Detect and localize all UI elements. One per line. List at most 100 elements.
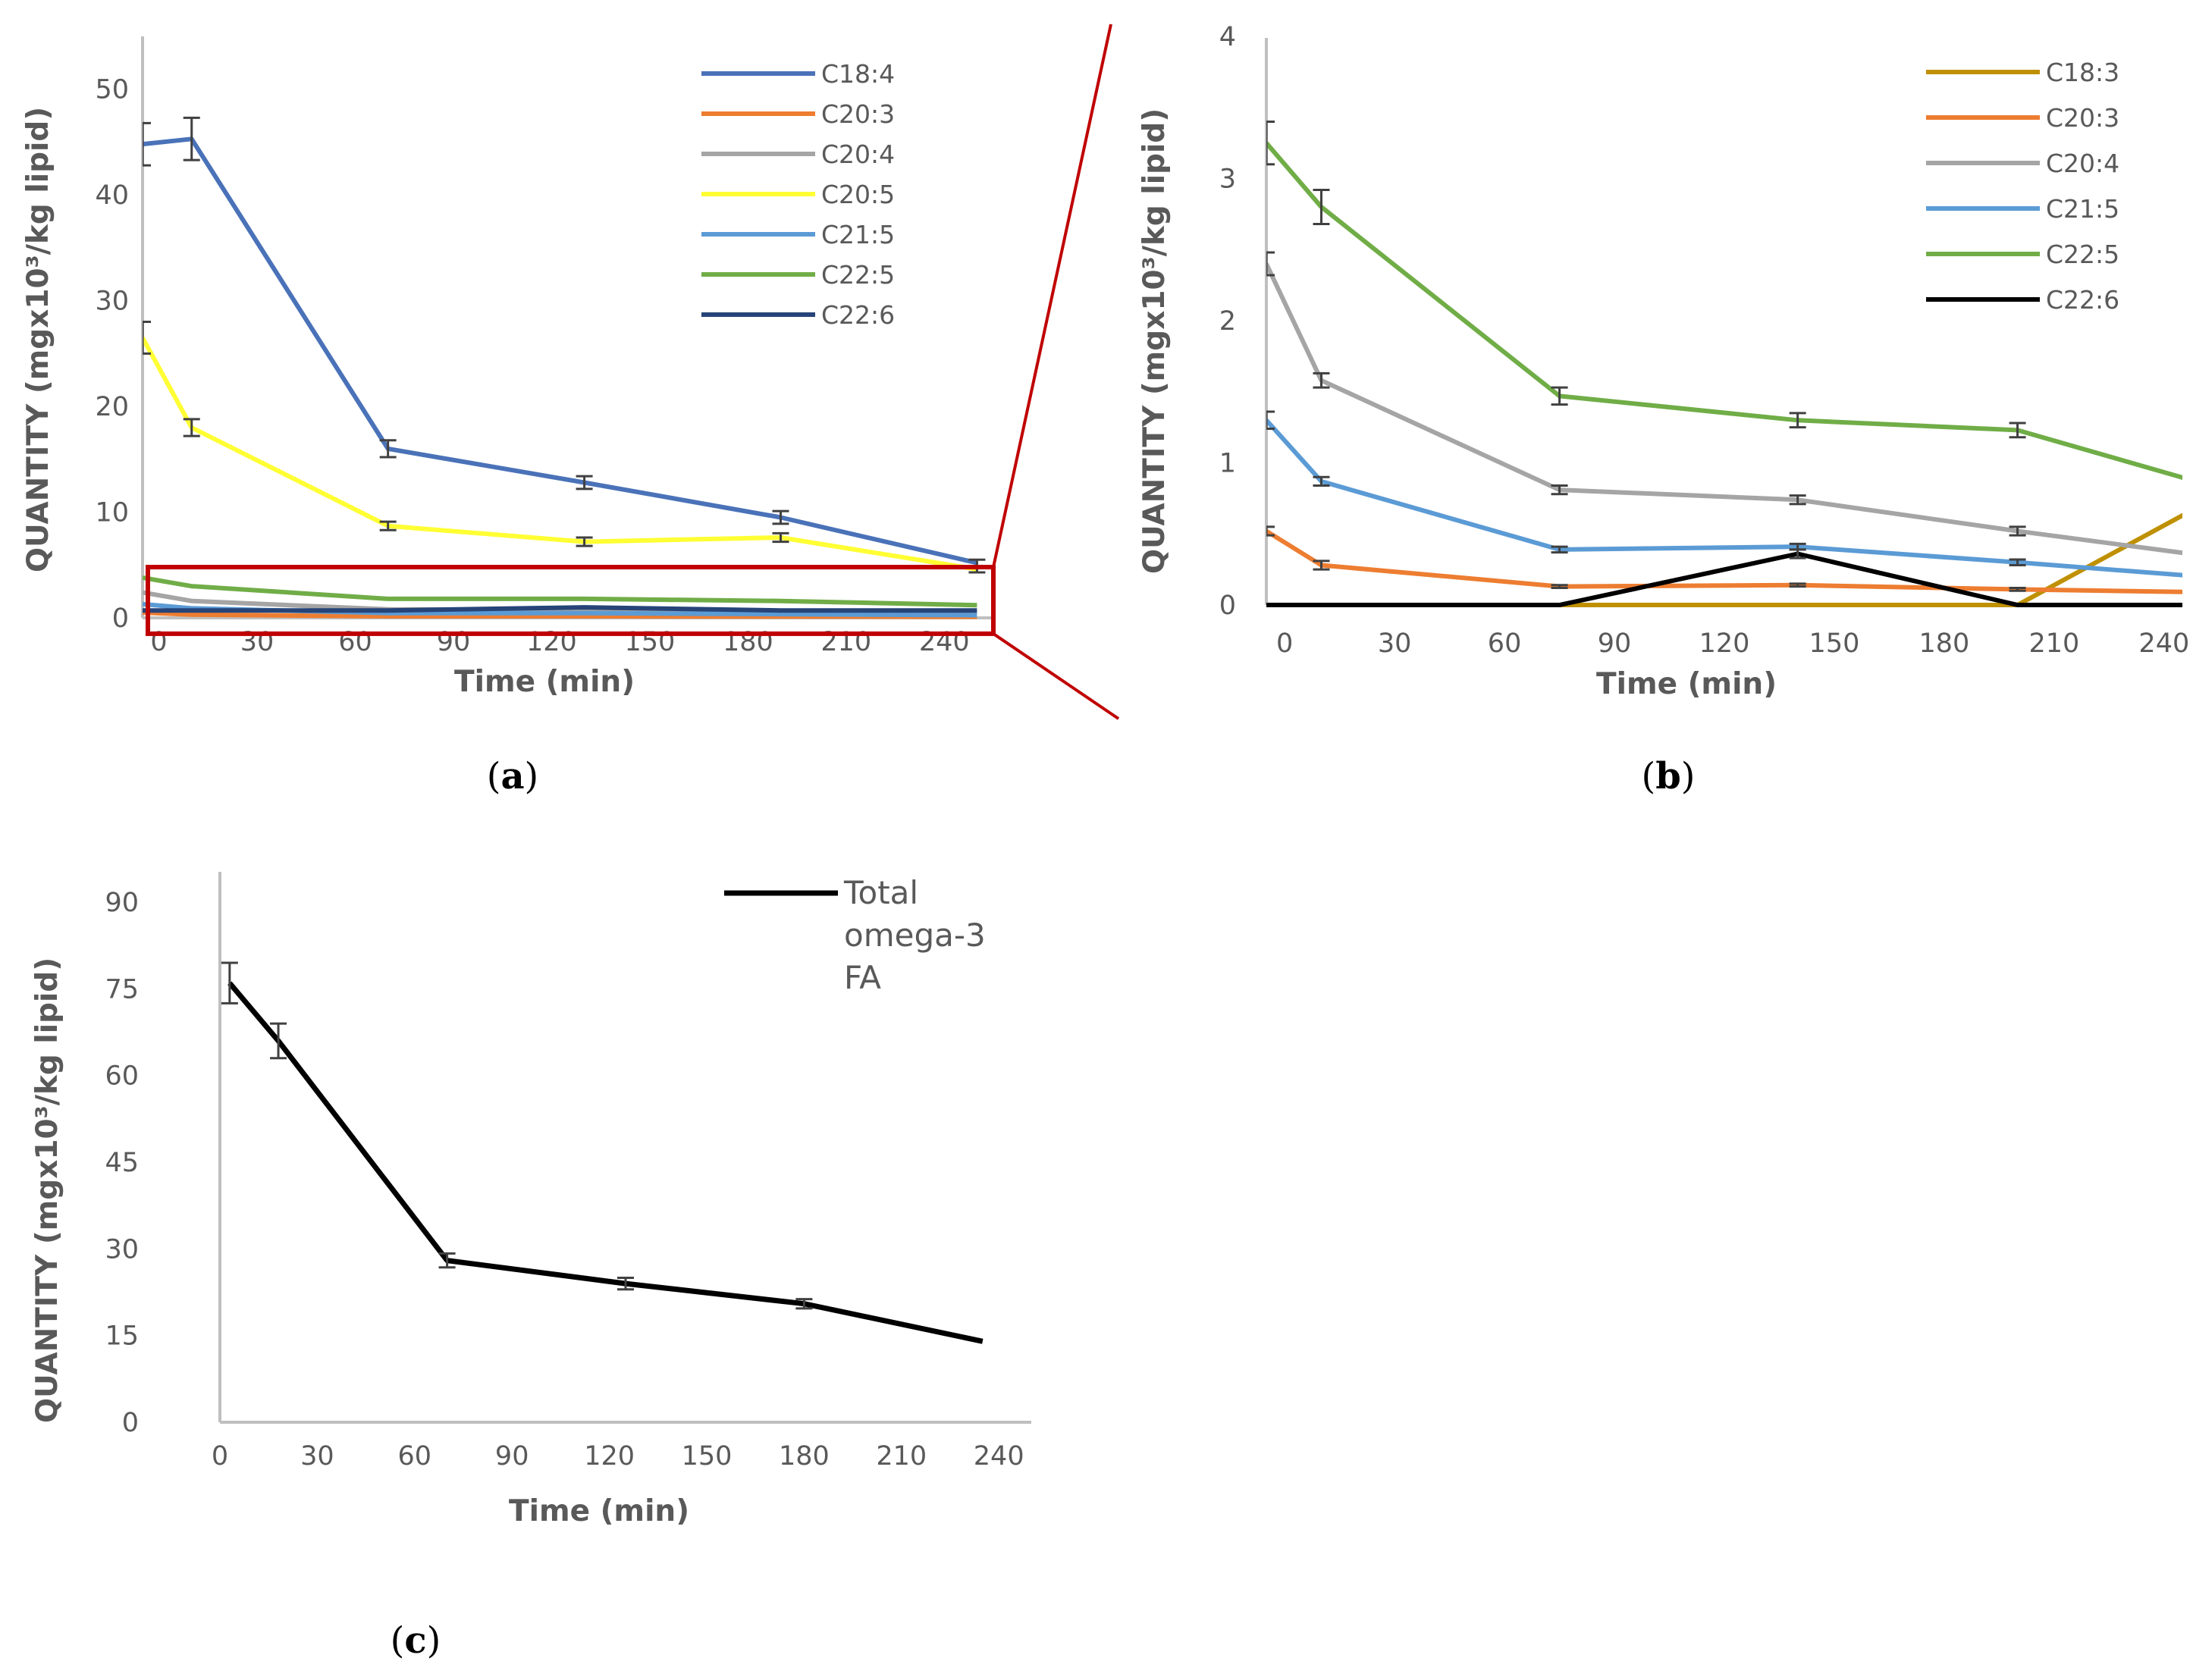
chart-c-y-title: QUANTITY (mgx10³/kg lipid): [30, 958, 64, 1423]
chart-a-y-tick: 10: [95, 498, 129, 528]
chart-c-x-tick: 90: [495, 1441, 529, 1472]
series-line-total-omega-3-fa: [227, 981, 984, 1344]
series-line-c21-5: [1266, 418, 2182, 578]
chart-a-y-tick: 0: [112, 603, 129, 634]
error-bar-c18-4: [379, 439, 397, 459]
series-line-c20-5: [143, 336, 977, 572]
series-line-c20-3: [1266, 528, 2182, 594]
chart-c-x-tick: 150: [682, 1441, 733, 1472]
chart-c-panel-label: (c): [391, 1619, 441, 1662]
chart-c-plot: [221, 961, 984, 1344]
error-bar-c20-4: [1266, 251, 1275, 277]
error-bar-c22-5: [1789, 412, 1806, 429]
legend-label: C20:3: [2046, 103, 2119, 133]
error-bar-c22-5: [1313, 189, 1330, 225]
chart-b-y-tick: 1: [1219, 449, 1236, 479]
chart-b-plot: [1266, 121, 2182, 607]
series-line-c22-6: [143, 605, 977, 613]
error-bar-total-omega-3-fa: [270, 1022, 287, 1060]
error-bar-c20-3: [1266, 525, 1275, 537]
legend-label: omega-3: [844, 917, 986, 954]
chart-a-y-title: QUANTITY (mgx10³/kg lipid): [21, 107, 55, 572]
chart-c-y-tick: 75: [105, 974, 139, 1005]
legend-label: C22:6: [2046, 285, 2119, 315]
chart-b-y-title: QUANTITY (mgx10³/kg lipid): [1137, 108, 1172, 574]
chart-b-x-tick: 0: [1276, 628, 1293, 659]
error-bar-c20-4: [2009, 525, 2026, 537]
chart-a-plot: [143, 116, 986, 619]
chart-c-x-title: Time (min): [509, 1494, 689, 1528]
error-bar-c21-5: [1551, 545, 1568, 554]
error-bar-c21-5: [1313, 475, 1330, 487]
legend-label: C21:5: [821, 220, 895, 249]
error-bar-c20-4: [1551, 484, 1568, 496]
chart-c-y-tick: 45: [105, 1148, 139, 1178]
chart-c-y-tick: 60: [105, 1061, 139, 1092]
chart-c-x-tick: 120: [584, 1441, 635, 1472]
series-line-c22-6: [1266, 551, 2182, 607]
error-bar-total-omega-3-fa: [221, 961, 238, 1005]
error-bar-c20-3: [1313, 559, 1330, 571]
error-bar-c20-3: [2009, 587, 2026, 592]
error-bar-c18-4: [576, 475, 593, 491]
chart-c-y-tick: 15: [105, 1321, 139, 1352]
chart-c-y-tick: 0: [122, 1408, 139, 1438]
chart-c-x-tick: 180: [779, 1441, 830, 1472]
chart-b-x-tick: 120: [1699, 628, 1750, 659]
error-bar-c20-4: [1789, 494, 1806, 506]
error-bar-c20-3: [1551, 584, 1568, 589]
chart-b-x-tick: 150: [1809, 628, 1860, 659]
chart-c-x-tick: 0: [212, 1441, 228, 1472]
chart-c-legend: Total omega-3 FA: [724, 874, 986, 996]
zoom-box: [146, 565, 996, 636]
chart-b-panel-label: (b): [1641, 755, 1695, 798]
legend-label: FA: [844, 959, 881, 996]
chart-b-x-tick: 60: [1488, 628, 1522, 659]
chart-c-x-tick: 240: [974, 1441, 1024, 1472]
chart-c-x-tick: 60: [398, 1441, 432, 1472]
chart-c-y-ticks: 0 15 30 45 60 75 90: [105, 888, 139, 1438]
legend-label: C18:3: [2046, 58, 2119, 87]
chart-a-zoom-indicator: [146, 24, 1120, 720]
series-line-c20-4: [1266, 262, 2182, 556]
error-bar-c20-5: [576, 536, 593, 547]
chart-a-y-tick: 50: [95, 75, 129, 105]
error-bar-c22-5: [2009, 422, 2026, 439]
chart-b-x-ticks: 0 30 60 90 120 150 180 210 240: [1276, 628, 2189, 659]
chart-b-y-tick: 4: [1219, 22, 1236, 52]
legend-label: C20:4: [821, 139, 895, 169]
error-bar-total-omega-3-fa: [617, 1276, 634, 1291]
chart-a-y-tick: 40: [95, 180, 129, 211]
legend-label: C20:5: [821, 180, 895, 209]
chart-a-y-tick: 20: [95, 392, 129, 422]
chart-c-x-tick: 30: [300, 1441, 334, 1472]
chart-b-x-title: Time (min): [1596, 667, 1777, 701]
chart-a-y-ticks: 0 10 20 30 40 50: [95, 75, 129, 634]
chart-b-legend: C18:3 C20:3 C20:4 C21:5 C22:5 C22:6: [1926, 58, 2119, 315]
error-bar-c21-5: [2009, 558, 2026, 566]
legend-label: C22:6: [821, 300, 895, 330]
series-line-c18-4: [143, 136, 978, 566]
error-bar-c18-4: [772, 509, 789, 525]
series-line-c20-3: [143, 610, 977, 619]
error-bar-c20-4: [1313, 371, 1330, 389]
chart-a-panel-label: (a): [487, 755, 539, 798]
chart-b-x-tick: 240: [2138, 628, 2189, 659]
error-bar-total-omega-3-fa: [438, 1252, 456, 1269]
zoom-line-top: [992, 24, 1112, 568]
chart-b-x-tick: 180: [1919, 628, 1970, 659]
error-bar-c20-5: [143, 321, 151, 355]
chart-b-y-tick: 0: [1219, 591, 1236, 621]
chart-a-y-tick: 30: [95, 287, 129, 317]
zoom-line-bottom: [992, 632, 1120, 720]
chart-b-x-tick: 90: [1598, 628, 1632, 659]
chart-c-x-tick: 210: [876, 1441, 927, 1472]
error-bar-c20-5: [379, 520, 397, 531]
chart-c: 0 15 30 45 60 75 90 0 30 60 90 120 150 180 210 240 Tot…: [30, 872, 1031, 1662]
chart-b-y-tick: 3: [1219, 165, 1236, 195]
error-bar-c20-5: [183, 418, 200, 437]
chart-b-x-tick: 210: [2028, 628, 2079, 659]
